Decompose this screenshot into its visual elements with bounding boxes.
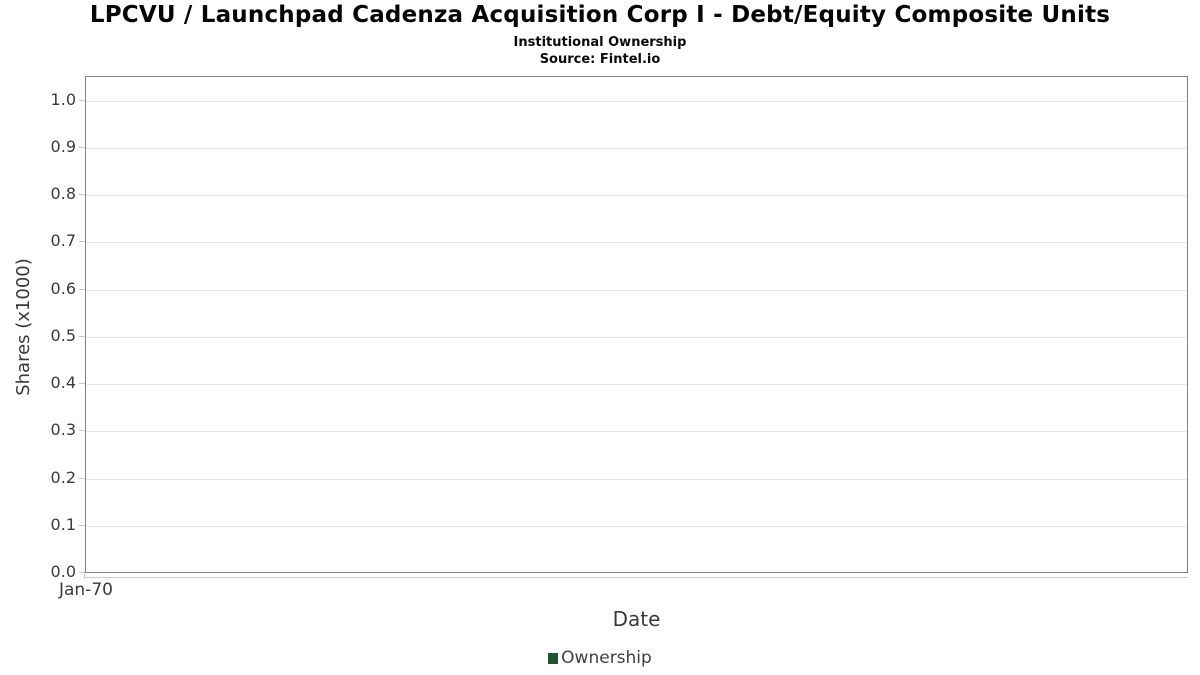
y-axis-tick-label: 0.3 <box>50 420 76 440</box>
y-axis-tick-label: 0.6 <box>50 278 76 298</box>
y-gridline <box>86 147 1187 149</box>
y-axis-tick-label: 0.0 <box>50 562 76 581</box>
legend-entry-ownership[interactable]: Ownership <box>548 648 652 668</box>
y-axis-tick-label: 0.7 <box>50 231 76 251</box>
chart-title: LPCVU / Launchpad Cadenza Acquisition Co… <box>89 2 1111 28</box>
y-axis-tick <box>79 146 85 148</box>
chart-legend: Ownership <box>0 646 1200 670</box>
y-axis-tick <box>79 477 85 479</box>
y-axis-tick <box>79 241 85 243</box>
y-axis-tick-label: 0.9 <box>50 136 76 156</box>
y-axis-tick <box>79 99 85 101</box>
y-axis-tick-label: 0.8 <box>50 184 76 204</box>
x-axis-tick <box>84 572 85 579</box>
y-gridline <box>86 195 1187 197</box>
x-axis-line <box>85 577 1188 578</box>
chart-subtitle: Institutional Ownership <box>513 35 687 50</box>
y-gridline <box>86 336 1187 338</box>
chart-source-attribution: Source: Fintel.io <box>539 52 661 67</box>
y-axis-tick <box>79 288 85 290</box>
y-axis-tick-label: 0.4 <box>50 373 76 393</box>
y-axis-tick-label: 0.2 <box>50 467 76 487</box>
y-gridline <box>86 525 1187 527</box>
y-axis-tick-label: 0.5 <box>50 325 76 345</box>
y-axis-tick-label: 0.1 <box>50 514 76 534</box>
y-gridline <box>86 242 1187 244</box>
y-gridline <box>86 384 1187 386</box>
y-gridline <box>86 289 1187 291</box>
legend-label: Ownership <box>561 648 652 668</box>
y-gridline <box>86 478 1187 480</box>
y-axis-tick <box>79 524 85 526</box>
y-axis-tick <box>79 335 85 337</box>
y-gridline <box>86 100 1187 102</box>
y-axis-tick <box>79 383 85 385</box>
y-axis-tick <box>79 572 85 573</box>
y-gridline <box>86 431 1187 433</box>
plot-area <box>85 76 1188 573</box>
x-axis-title: Date <box>612 607 661 631</box>
y-axis-tick <box>79 194 85 196</box>
legend-swatch-icon <box>548 652 559 664</box>
y-axis-tick-label: 1.0 <box>50 89 76 109</box>
x-axis-tick-label: Jan-70 <box>59 580 113 600</box>
y-axis-tick <box>79 430 85 432</box>
